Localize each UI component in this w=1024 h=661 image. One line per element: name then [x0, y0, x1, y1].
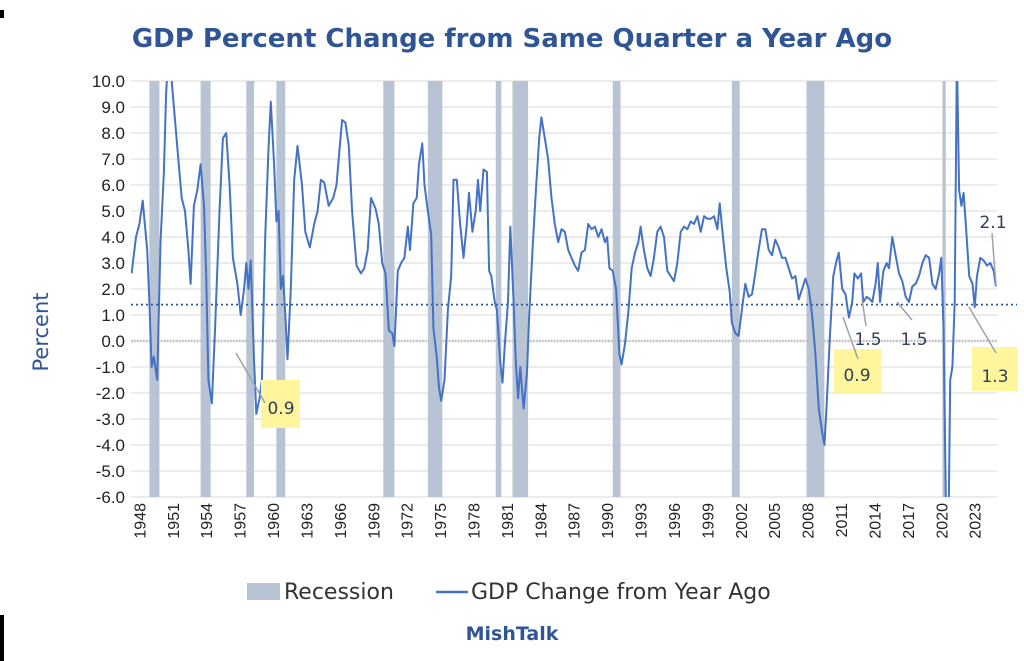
annotation-2023: 1.3: [968, 306, 1018, 391]
y-tick-labels: 10.0 9.0 8.0 7.0 6.0 5.0 4.0 3.0 2.0 1.0 0.0 -1.0 -2…: [92, 72, 125, 507]
gridlines: [131, 80, 997, 498]
credit-label: MishTalk: [466, 623, 559, 645]
annotation-highlight: [261, 380, 300, 428]
x-tick-label: 1951: [166, 503, 183, 539]
chart-title: GDP Percent Change from Same Quarter a Y…: [132, 24, 892, 54]
y-tick-label: 6.0: [101, 176, 125, 195]
x-tick-label: 2020: [934, 503, 951, 539]
x-tick-label: 2014: [868, 503, 885, 539]
annotation-label: 0.9: [267, 399, 294, 419]
recession-band: [149, 81, 160, 497]
x-tick-label: 2008: [801, 503, 818, 539]
y-axis-label: Percent: [29, 292, 53, 371]
recession-band: [731, 81, 740, 497]
annotation-label: 2.1: [979, 213, 1006, 233]
x-tick-label: 1948: [132, 503, 149, 539]
y-tick-label: 10.0: [92, 72, 125, 91]
corner-mark-bottom: [0, 615, 4, 661]
x-tick-label: 2005: [767, 503, 784, 539]
annotation-leader: [896, 301, 913, 321]
x-tick-label: 2002: [734, 503, 751, 539]
series-group: [131, 81, 997, 497]
x-tick-label: 1957: [233, 503, 250, 539]
x-tick-label: 1984: [533, 503, 550, 539]
annotation-2011: 0.9: [834, 316, 881, 393]
recession-band: [512, 81, 529, 497]
legend-gdp-label: GDP Change from Year Ago: [471, 580, 771, 605]
annotation-leader: [235, 352, 266, 404]
annotation-label: 1.3: [981, 367, 1008, 387]
y-tick-label: 7.0: [101, 150, 125, 169]
annotation-2017: 1.5: [896, 301, 928, 350]
x-tick-label: 1987: [567, 503, 584, 539]
x-tick-label: 1975: [433, 503, 450, 539]
annotations: 0.9 1.5 1.5 0.9 2.1 1.3: [235, 213, 1018, 428]
x-tick-label: 1969: [366, 503, 383, 539]
x-tick-label: 1999: [700, 503, 717, 539]
recession-band: [246, 81, 255, 497]
recession-band: [427, 81, 443, 497]
annotation-highlight: [972, 347, 1018, 391]
x-tick-label: 1966: [333, 503, 350, 539]
legend: Recession GDP Change from Year Ago: [247, 580, 771, 605]
x-tick-label: 1960: [266, 503, 283, 539]
recession-band: [383, 81, 395, 497]
annotation-leader: [968, 306, 997, 354]
annotation-leader: [861, 298, 867, 327]
recession-band: [495, 81, 502, 497]
x-tick-label: 2023: [968, 503, 985, 539]
x-tick-label: 1993: [634, 503, 651, 539]
y-tick-label: 0.0: [101, 332, 125, 351]
x-tick-label: 1981: [500, 503, 517, 539]
y-tick-label: 5.0: [101, 202, 125, 221]
annotation-1958: 0.9: [235, 352, 300, 428]
x-tick-label: 1963: [299, 503, 316, 539]
x-tick-label: 1990: [600, 503, 617, 539]
y-tick-label: -5.0: [96, 462, 125, 481]
y-tick-label: 9.0: [101, 98, 125, 117]
y-tick-label: -6.0: [96, 488, 125, 507]
y-tick-label: -4.0: [96, 436, 125, 455]
recession-band: [942, 81, 946, 497]
legend-recession-swatch: [247, 583, 280, 600]
annotation-leader: [991, 232, 997, 287]
annotation-label: 0.9: [843, 366, 870, 386]
y-tick-label: 4.0: [101, 228, 125, 247]
annotation-leader: [842, 316, 859, 360]
corner-mark-top: [0, 10, 4, 18]
x-tick-label: 1996: [667, 503, 684, 539]
annotation-label: 1.5: [900, 330, 927, 350]
y-tick-label: -2.0: [96, 384, 125, 403]
x-tick-label: 1972: [400, 503, 417, 539]
y-tick-label: 8.0: [101, 124, 125, 143]
x-tick-label: 1954: [199, 503, 216, 539]
x-tick-label: 2017: [901, 503, 918, 539]
annotation-label: 1.5: [854, 330, 881, 350]
x-tick-labels: 1948 1951 1954 1957 1960 1963 1966 1969 1972 1975…: [132, 503, 984, 539]
y-tick-label: 1.0: [101, 306, 125, 325]
y-tick-label: -3.0: [96, 410, 125, 429]
annotation-2012: 1.5: [854, 298, 882, 350]
y-tick-label: 2.0: [101, 280, 125, 299]
x-tick-label: 2011: [834, 503, 851, 538]
x-tick-label: 1978: [467, 503, 484, 539]
gdp-series-line: [131, 81, 997, 497]
annotation-2024: 2.1: [979, 213, 1007, 287]
y-tick-label: 3.0: [101, 254, 125, 273]
recession-band: [806, 81, 825, 497]
legend-recession-label: Recession: [284, 580, 394, 605]
y-tick-label: -1.0: [96, 358, 125, 377]
